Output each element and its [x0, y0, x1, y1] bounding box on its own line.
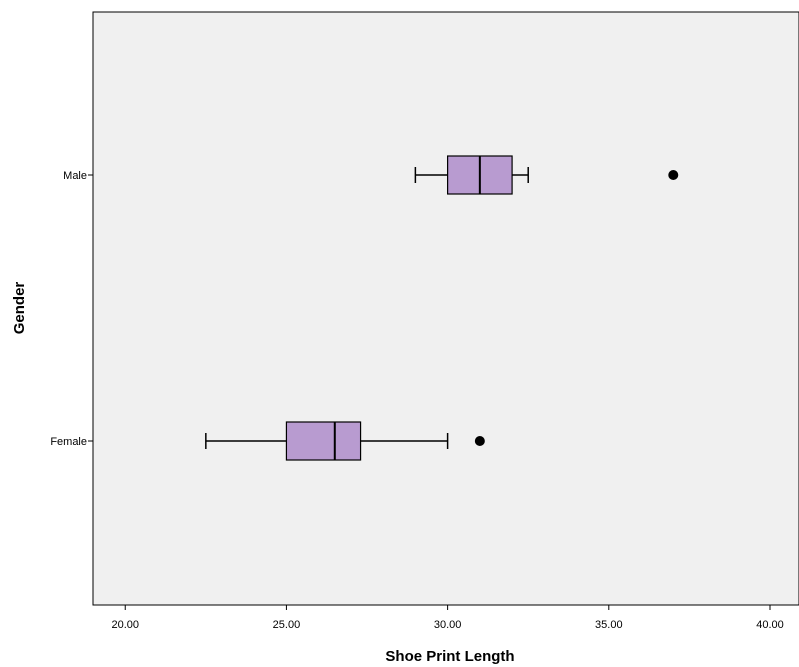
y-tick-label: Female — [50, 436, 87, 448]
x-axis-title: Shoe Print Length — [385, 648, 514, 665]
y-tick-label: Male — [63, 170, 87, 182]
plot-area — [92, 11, 799, 606]
outlier-point — [474, 436, 485, 446]
iqr-box — [285, 421, 362, 461]
x-tick-label: 40.00 — [756, 619, 784, 631]
outlier-point — [668, 170, 679, 180]
x-tick-label: 25.00 — [273, 619, 301, 631]
y-axis: Male Female — [50, 170, 93, 448]
x-tick-label: 35.00 — [595, 619, 623, 631]
box-group — [205, 421, 485, 461]
box-series — [205, 155, 679, 461]
x-tick-label: 30.00 — [434, 619, 462, 631]
x-axis: 20.00 25.00 30.00 35.00 40.00 — [111, 605, 784, 631]
x-tick-label: 20.00 — [111, 619, 139, 631]
box-group — [414, 155, 679, 195]
y-axis-title: Gender — [11, 282, 28, 335]
